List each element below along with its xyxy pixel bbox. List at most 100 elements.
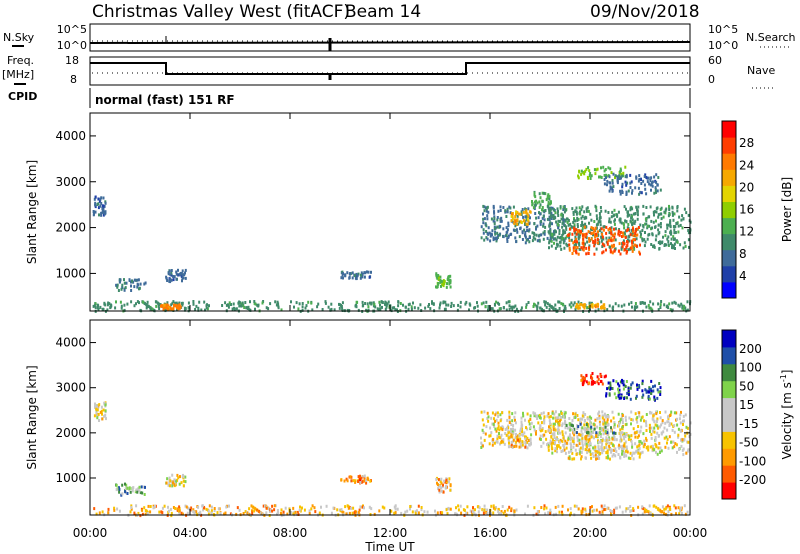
colorbar-swatch <box>722 137 736 154</box>
data-cell <box>600 166 602 170</box>
data-cell <box>568 248 571 252</box>
data-cell <box>615 450 618 454</box>
data-cell <box>588 430 591 434</box>
data-cell <box>508 307 511 311</box>
data-cell <box>562 208 565 211</box>
data-cell <box>639 243 641 247</box>
freq-unit-label: [MHz] <box>2 68 34 81</box>
data-cell <box>625 433 628 436</box>
data-cell <box>443 479 446 483</box>
data-cell <box>569 446 572 449</box>
data-cell <box>683 438 686 442</box>
colorbar-swatch <box>722 397 736 415</box>
data-cell <box>138 489 141 493</box>
data-cell <box>296 512 299 516</box>
data-cell <box>623 226 626 230</box>
data-cell <box>637 450 640 454</box>
data-cell <box>554 410 557 414</box>
data-cell <box>336 508 339 512</box>
data-cell <box>588 174 591 177</box>
data-cell <box>363 476 366 480</box>
data-cell <box>277 511 279 514</box>
data-cell <box>644 388 647 392</box>
data-cell <box>601 439 604 443</box>
data-cell <box>490 307 493 311</box>
data-cell <box>543 433 546 437</box>
colorbar-swatch <box>722 431 736 449</box>
data-cell <box>541 216 544 220</box>
data-cell <box>366 302 369 306</box>
data-cell <box>571 232 574 236</box>
data-cell <box>559 446 562 450</box>
data-cell <box>506 508 509 512</box>
data-cell <box>524 441 527 444</box>
data-cell <box>645 176 648 179</box>
data-cell <box>362 303 365 307</box>
data-cell <box>175 480 178 484</box>
data-cell <box>537 421 540 425</box>
data-cell <box>626 240 628 244</box>
data-cell <box>607 166 610 170</box>
data-cell <box>552 428 555 431</box>
data-cell <box>107 301 110 305</box>
data-cell <box>639 235 642 239</box>
data-cell <box>538 211 540 215</box>
y-tick-label: 2000 <box>55 426 86 440</box>
data-cell <box>330 511 333 515</box>
data-cell <box>574 210 577 213</box>
data-cell <box>496 427 499 431</box>
data-cell <box>604 428 606 432</box>
data-cell <box>577 235 580 239</box>
data-cell <box>124 490 127 494</box>
data-cell <box>657 232 660 236</box>
data-cell <box>536 414 538 418</box>
data-cell <box>686 300 689 304</box>
x-tick-label: 08:00 <box>273 526 308 540</box>
data-cell <box>612 453 615 456</box>
data-cell <box>496 440 499 444</box>
data-cell <box>600 239 603 243</box>
data-cell <box>607 211 610 214</box>
data-cell <box>107 507 110 511</box>
data-cell <box>133 511 136 515</box>
data-cell <box>569 507 572 511</box>
data-cell <box>207 512 210 516</box>
data-cell <box>125 281 128 285</box>
data-region <box>531 190 552 212</box>
data-cell <box>660 300 663 303</box>
data-cell <box>168 484 171 488</box>
data-cell <box>498 307 501 311</box>
data-cell <box>632 427 635 431</box>
data-cell <box>582 380 585 384</box>
data-cell <box>181 279 183 283</box>
data-cell <box>439 278 442 282</box>
data-cell <box>611 251 614 255</box>
data-cell <box>93 414 96 418</box>
data-cell <box>620 396 623 400</box>
data-cell <box>678 512 681 516</box>
data-cell <box>600 448 603 452</box>
data-cell <box>612 308 614 312</box>
data-cell <box>597 412 600 416</box>
data-cell <box>603 182 606 186</box>
data-cell <box>645 421 648 425</box>
data-cell <box>636 387 639 391</box>
data-cell <box>346 479 349 483</box>
data-cell <box>638 178 641 181</box>
data-cell <box>330 307 333 311</box>
data-cell <box>601 451 604 455</box>
data-cell <box>652 385 654 389</box>
data-cell <box>499 442 501 446</box>
data-cell <box>571 252 574 255</box>
data-cell <box>558 440 561 444</box>
data-cell <box>580 429 583 433</box>
data-cell <box>576 216 579 220</box>
data-cell <box>596 417 599 421</box>
data-cell <box>448 507 451 511</box>
data-cell <box>664 512 667 516</box>
data-cell <box>495 429 498 433</box>
data-cell <box>614 227 617 231</box>
data-cell <box>645 192 648 196</box>
data-cell <box>642 204 645 208</box>
y-tick-label: 4000 <box>55 129 86 143</box>
